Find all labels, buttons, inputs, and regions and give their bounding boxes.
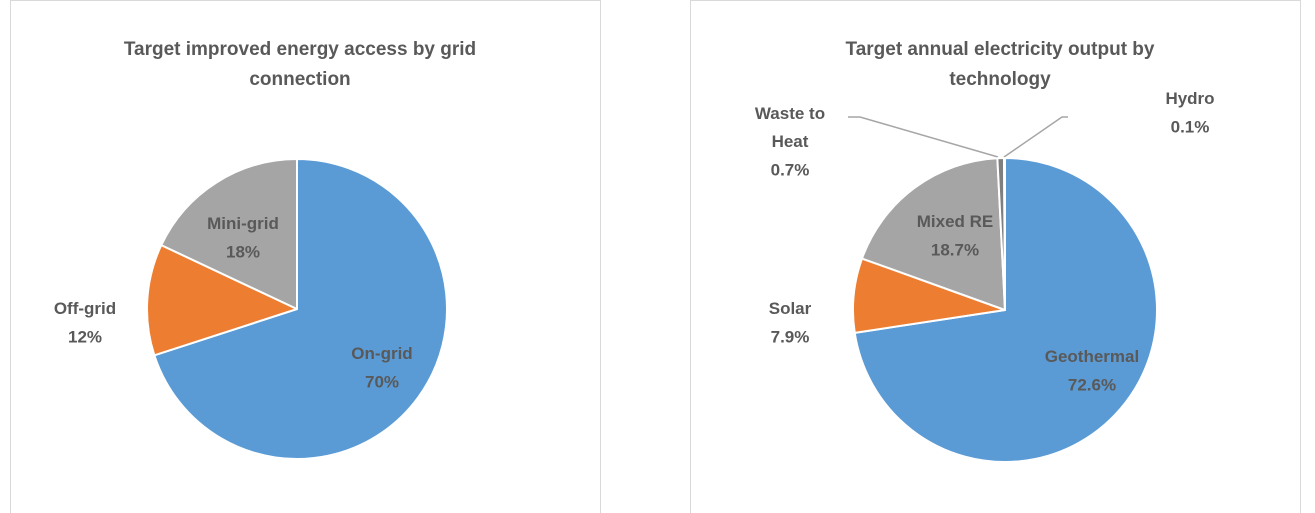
pie-slice <box>146 244 298 357</box>
slice-label: Off-grid <box>54 299 116 318</box>
slice-label: On-grid <box>351 344 412 363</box>
slice-value-label: 72.6% <box>1068 375 1116 394</box>
slice-label: Solar <box>769 299 812 318</box>
slice-value-label: 0.1% <box>1171 117 1210 136</box>
slice-label: Mini-grid <box>207 214 279 233</box>
slice-value-label: 0.7% <box>771 160 810 179</box>
slice-value-label: 18% <box>226 242 260 261</box>
pie-slice <box>1003 156 1006 311</box>
slice-label: Hydro <box>1165 89 1214 108</box>
chart-frame <box>10 0 601 513</box>
chart-frame <box>690 0 1301 513</box>
chart-title: Target annual electricity output by techn… <box>846 39 1155 90</box>
slice-value-label: 18.7% <box>931 240 979 259</box>
slice-label: Mixed RE <box>917 212 994 231</box>
pie-slice <box>153 158 448 460</box>
slice-value-label: 12% <box>68 327 102 346</box>
pie-slice <box>860 157 1006 311</box>
chart-title: Target improved energy access by grid con… <box>124 39 476 90</box>
slice-value-label: 7.9% <box>771 327 810 346</box>
leader-line <box>1003 116 1068 158</box>
slice-value-label: 70% <box>365 372 399 391</box>
pie-slice <box>160 158 298 310</box>
slice-label: Geothermal <box>1045 347 1139 366</box>
leader-line <box>848 116 999 158</box>
slice-label: Waste to Heat <box>755 104 825 151</box>
